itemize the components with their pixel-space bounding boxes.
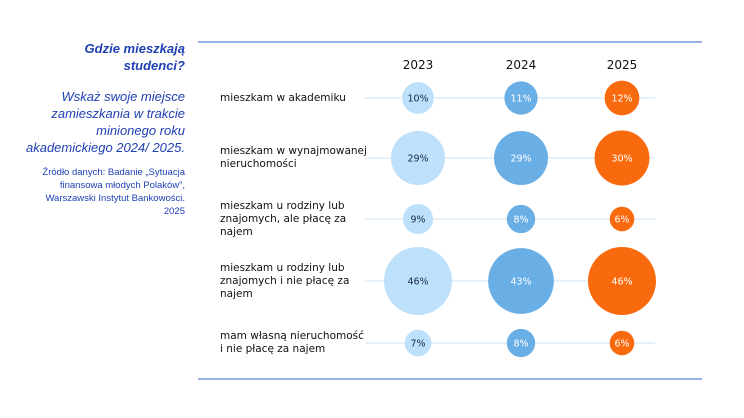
category-label-line: najem xyxy=(220,287,253,300)
bubble-2023 xyxy=(384,247,452,315)
bubble-2024 xyxy=(504,81,538,115)
bubble-2023 xyxy=(402,82,434,114)
data-label: 12% xyxy=(611,94,632,105)
bubble-2024 xyxy=(506,328,536,358)
category-label: mam własną nieruchomość i nie płacę za na… xyxy=(220,330,380,356)
year-header: 2025 xyxy=(607,58,638,72)
data-label: 46% xyxy=(611,277,632,288)
data-label: 11% xyxy=(510,94,531,105)
category-label-line: mieszkam w akademiku xyxy=(220,91,346,104)
data-label: 7% xyxy=(410,339,425,350)
data-label: 9% xyxy=(410,215,425,226)
category-label-line: mieszkam w wynajmowanej xyxy=(220,145,367,157)
category-label-line: i nie płacę za najem xyxy=(220,343,326,355)
category-label-line: mieszkam u rodziny lub xyxy=(220,261,345,274)
data-label: 6% xyxy=(614,339,629,350)
data-label: 6% xyxy=(614,215,629,226)
bubble-2025 xyxy=(588,247,656,315)
bubble-2024 xyxy=(488,248,554,314)
category-label: mieszkam w wynajmowanej nieruchomości xyxy=(220,145,380,171)
bubble-2025 xyxy=(609,206,635,232)
bubble-2025 xyxy=(609,330,635,356)
source-line: finansowa młodych Polaków”, xyxy=(59,180,185,191)
data-label: 8% xyxy=(513,339,528,350)
data-label: 8% xyxy=(513,215,528,226)
bubble-2023 xyxy=(402,203,434,235)
source-line: Warszawski Instytut Bankowości. xyxy=(45,193,185,204)
source-line: 2025 xyxy=(163,206,185,217)
category-label-line: mam własną nieruchomość xyxy=(220,330,364,342)
bubble-2025 xyxy=(594,130,650,186)
category-label-line: znajomych, ale płacę za xyxy=(220,212,347,225)
bubble-2024 xyxy=(494,131,548,185)
category-label: mieszkam u rodziny lub znajomych i nie pł… xyxy=(220,262,380,301)
year-header: 2024 xyxy=(506,58,537,72)
data-label: 46% xyxy=(407,277,428,288)
category-label: mieszkam u rodziny lub znajomych, ale pła… xyxy=(220,200,380,239)
data-label: 30% xyxy=(611,154,632,165)
chart-subtitle: Wskaż swoje miejsce zamieszkania w trakc… xyxy=(25,89,185,155)
chart-header: Gdzie mieszkają studenci? Wskaż swoje mi… xyxy=(20,40,185,218)
bubble-2023 xyxy=(404,329,432,357)
category-label-line: mieszkam u rodziny lub xyxy=(220,199,345,212)
data-label: 10% xyxy=(407,94,428,105)
category-label-line: nieruchomości xyxy=(220,158,297,170)
data-label: 29% xyxy=(407,154,428,165)
bubble-2023 xyxy=(391,131,445,185)
bubble-2025 xyxy=(604,80,640,116)
data-label: 29% xyxy=(510,154,531,165)
year-header: 2023 xyxy=(403,58,434,72)
bubble-2024 xyxy=(506,204,536,234)
category-label: mieszkam w akademiku xyxy=(220,92,380,105)
category-label-line: najem xyxy=(220,225,253,238)
chart-title: Gdzie mieszkają studenci? xyxy=(84,41,185,73)
category-label-line: znajomych i nie płacę za xyxy=(220,274,350,287)
source-line: Źródło danych: Badanie „Sytuacja xyxy=(42,167,185,178)
chart-source: Źródło danych: Badanie „Sytuacja finanso… xyxy=(20,166,185,218)
data-label: 43% xyxy=(510,277,531,288)
